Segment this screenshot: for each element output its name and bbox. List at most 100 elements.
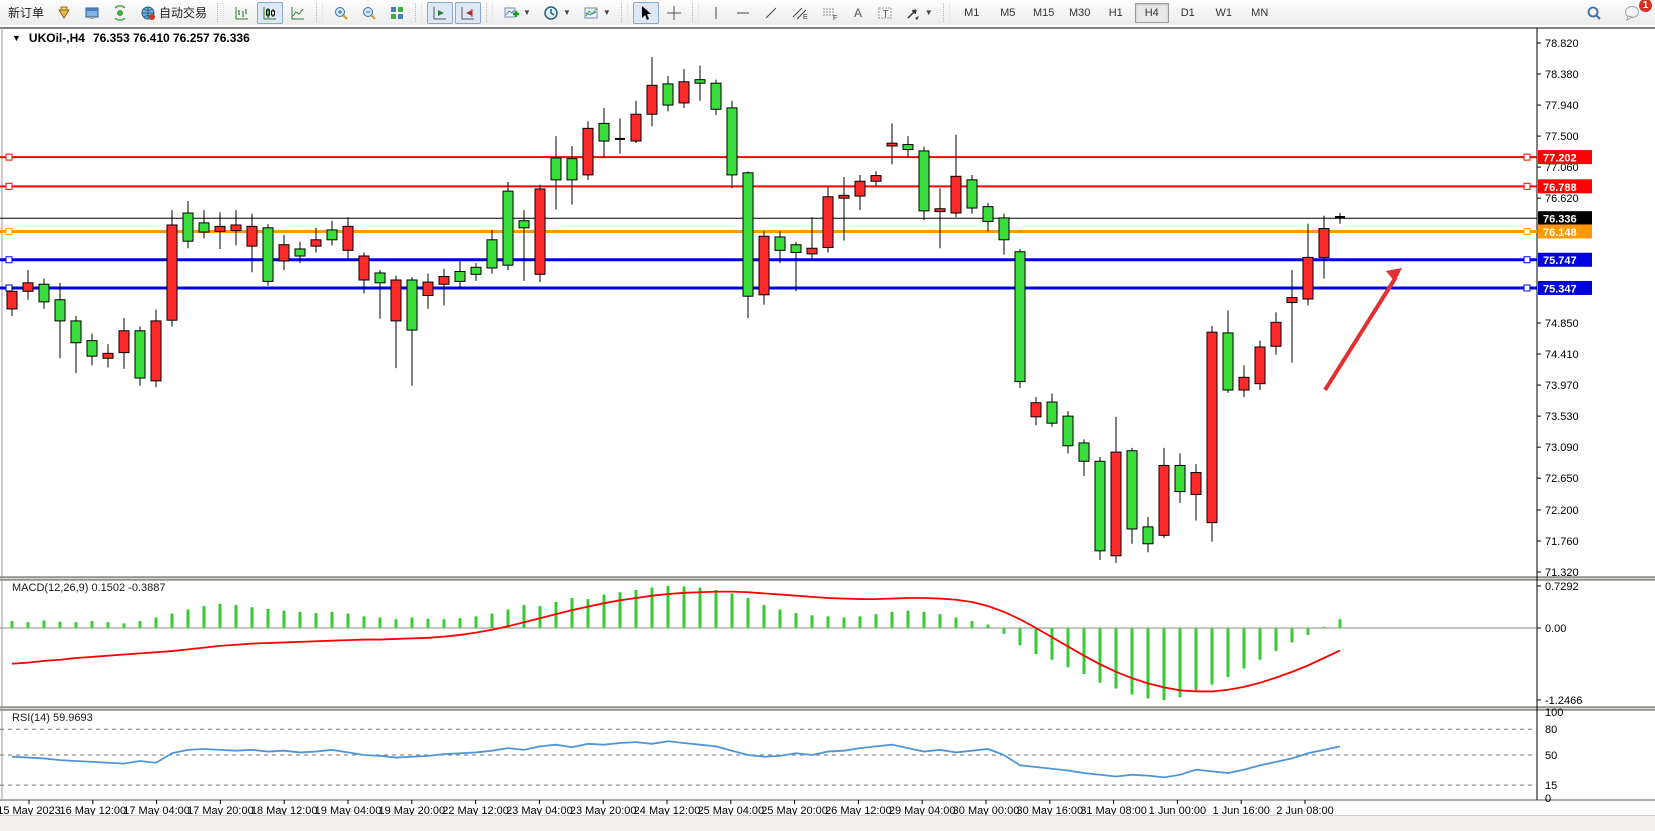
fibonacci-button[interactable]: F: [816, 2, 844, 24]
price-scale-label: 74.850: [1545, 318, 1579, 330]
horizontal-line-button[interactable]: [730, 2, 756, 24]
chart-title: ▼ UKOil-,H4 76.353 76.410 76.257 76.336: [12, 31, 250, 45]
rsi-scale-label: 0: [1545, 793, 1551, 805]
price-badge-label: 77.202: [1543, 153, 1577, 165]
price-badge-label: 76.788: [1543, 182, 1577, 194]
candle-body: [582, 127, 594, 176]
hline-handle[interactable]: [5, 227, 13, 235]
timeframe-D1[interactable]: D1: [1180, 6, 1195, 19]
timeframe-H1[interactable]: H1: [1108, 6, 1123, 19]
new-order-button[interactable]: 新订单: [3, 2, 49, 24]
text-a-icon: A: [851, 5, 865, 21]
clock-icon: [543, 5, 559, 21]
search-button[interactable]: [1581, 2, 1607, 24]
timeframe-M15[interactable]: M15: [1033, 6, 1055, 19]
templates-button[interactable]: ▼: [578, 2, 616, 24]
candle-body: [422, 281, 434, 297]
panel-splitter[interactable]: [0, 577, 1655, 580]
candle-body: [326, 229, 338, 241]
hline-handle[interactable]: [1523, 284, 1531, 292]
price-scale-label: 77.940: [1545, 100, 1579, 112]
candle-body: [230, 224, 242, 232]
timeframe-M30[interactable]: M30: [1069, 6, 1091, 19]
notifications-button[interactable]: 1: [1619, 0, 1652, 24]
vertical-line-button[interactable]: [704, 2, 728, 24]
candle-body: [1318, 228, 1330, 258]
candle-body: [934, 208, 946, 213]
auto-scroll-button[interactable]: [427, 1, 454, 24]
candle-body: [150, 320, 162, 382]
date-axis-label: 25 May 20:00: [761, 805, 828, 815]
text-button[interactable]: A: [846, 2, 870, 24]
candle-body: [310, 239, 322, 247]
price-badge: [1538, 280, 1592, 295]
hline-handle[interactable]: [5, 284, 13, 292]
toolbar-separator: [486, 3, 494, 22]
panel-splitter[interactable]: [0, 707, 1655, 710]
trendline-button[interactable]: [758, 2, 784, 24]
candle-body: [1030, 402, 1042, 418]
hline-handle[interactable]: [1523, 153, 1531, 161]
date-axis-label: 22 May 12:00: [442, 805, 509, 815]
hline-handle[interactable]: [5, 153, 13, 161]
navigator-button[interactable]: [107, 2, 133, 24]
arrows-button[interactable]: ▼: [900, 2, 938, 24]
candle-body: [950, 175, 962, 214]
candle-body: [566, 158, 578, 181]
bar-chart-button[interactable]: [229, 2, 255, 24]
trend-arrow-head: [1386, 268, 1402, 282]
candle-body: [390, 279, 402, 322]
data-window-button[interactable]: [79, 2, 105, 24]
globe-icon: [140, 5, 156, 21]
tile-windows-button[interactable]: [384, 2, 410, 24]
auto-trading-button[interactable]: 自动交易: [135, 2, 212, 24]
equidistant-channel-button[interactable]: E: [786, 2, 814, 24]
one-click-trading-toggle[interactable]: ▼: [12, 33, 21, 43]
candlestick-chart-button[interactable]: [257, 1, 284, 24]
candle-body: [406, 279, 418, 331]
candle-body: [54, 299, 66, 322]
candle-body: [1254, 346, 1266, 385]
chart-canvas[interactable]: 78.820 78.380 77.940 77.500 77.060 76.620 74.8…: [0, 25, 1655, 815]
hline-handle[interactable]: [5, 182, 13, 190]
zoom-in-button[interactable]: [328, 2, 354, 24]
timeframe-MN[interactable]: MN: [1251, 6, 1269, 19]
toolbar-separator: [316, 3, 324, 22]
candle-body: [966, 179, 978, 209]
cursor-button[interactable]: [632, 1, 659, 24]
price-badge: [1538, 211, 1592, 226]
date-axis-label: 26 May 12:00: [825, 805, 892, 815]
hline-handle[interactable]: [5, 256, 13, 264]
price-scale-label: 72.650: [1545, 473, 1579, 485]
text-label-button[interactable]: T: [872, 2, 898, 24]
candle-body: [998, 217, 1010, 241]
hline-handle[interactable]: [1523, 182, 1531, 190]
crosshair-button[interactable]: [661, 2, 687, 24]
candle-body: [518, 220, 530, 229]
trend-arrow-annotation[interactable]: [1323, 275, 1398, 392]
toolbar-separator: [217, 3, 225, 22]
timeframe-H4[interactable]: H4: [1134, 2, 1169, 23]
hline-handle[interactable]: [1523, 227, 1531, 235]
dropdown-caret-icon: ▼: [924, 8, 933, 17]
line-chart-button[interactable]: [285, 2, 311, 24]
timeframe-M1[interactable]: M1: [964, 6, 980, 19]
indicators-button[interactable]: ▼: [498, 2, 536, 24]
periods-button[interactable]: ▼: [538, 2, 576, 24]
candle-body: [1142, 526, 1154, 545]
chart-shift-button[interactable]: [455, 1, 482, 24]
market-watch-button[interactable]: [51, 2, 77, 24]
candle-body: [454, 271, 466, 282]
zoom-out-button[interactable]: [356, 2, 382, 24]
candle-body: [38, 283, 50, 303]
zoom-out-icon: [361, 5, 377, 21]
date-axis-label: 19 May 04:00: [315, 805, 382, 815]
blue-window-icon: [84, 5, 100, 21]
trendline-icon: [763, 5, 779, 21]
candle-body: [246, 225, 258, 247]
timeframe-W1[interactable]: W1: [1215, 6, 1232, 19]
candle-body: [1174, 464, 1186, 493]
candle-body: [214, 225, 226, 232]
timeframe-M5[interactable]: M5: [1000, 6, 1016, 19]
hline-handle[interactable]: [1523, 256, 1531, 264]
